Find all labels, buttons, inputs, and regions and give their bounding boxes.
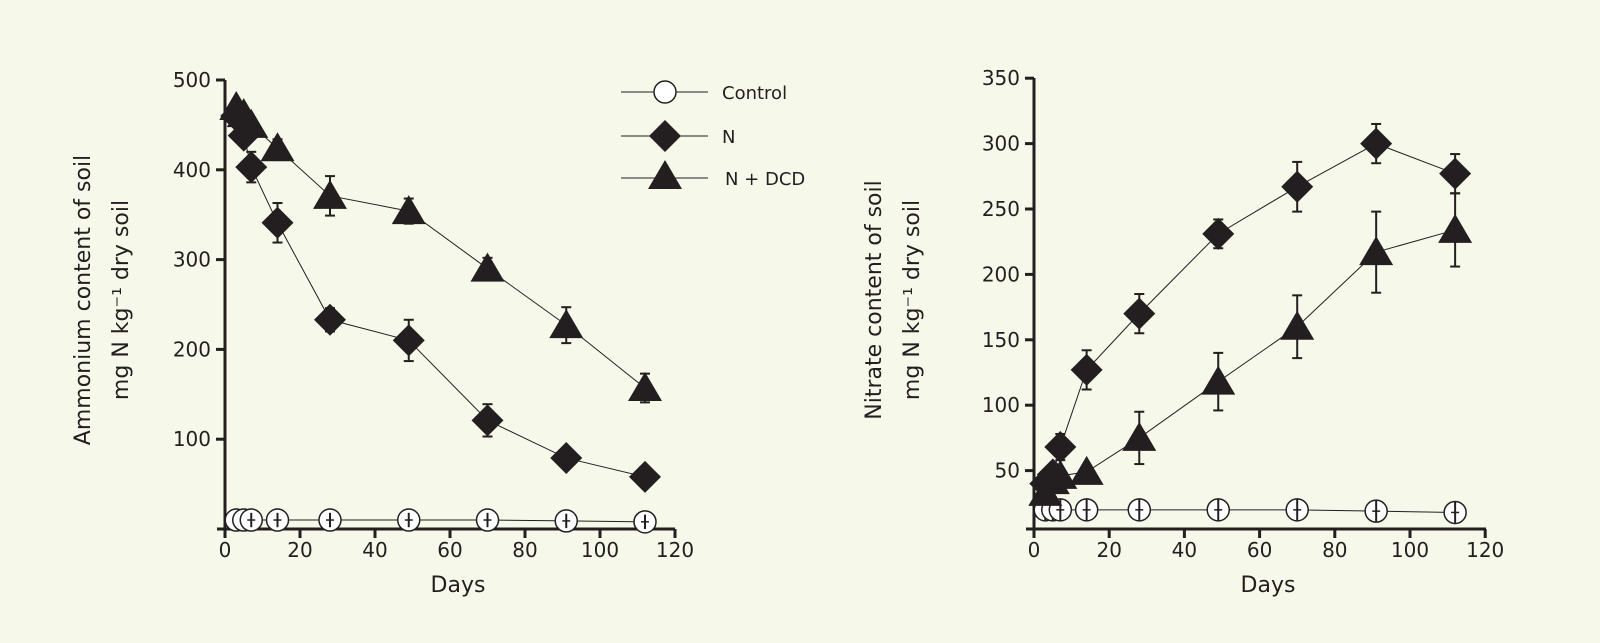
x-tick-label: 20	[287, 538, 312, 562]
y-tick-label: 250	[982, 197, 1020, 221]
x-tick-label: 80	[1322, 538, 1347, 562]
n-marker	[1439, 157, 1472, 190]
series-n-dcd	[219, 90, 662, 404]
n-dcd-marker	[1201, 365, 1236, 395]
legend-label: N	[722, 127, 735, 148]
series-control	[224, 508, 657, 534]
n-dcd-marker	[470, 252, 505, 282]
n-marker	[629, 460, 661, 493]
x-tick-label: 100	[581, 538, 619, 562]
legend-item: N	[621, 120, 735, 152]
n-marker	[1070, 353, 1103, 386]
y-tick-label: 150	[982, 328, 1020, 352]
n-dcd-marker	[234, 108, 269, 138]
n-marker	[550, 442, 583, 475]
x-tick-label: 60	[1247, 538, 1272, 562]
y-tick-label: 100	[173, 427, 211, 451]
n-dcd-marker	[1122, 421, 1157, 451]
n-dcd-marker	[1043, 459, 1078, 489]
y-axis-title: mg N kg⁻¹ dry soil	[900, 200, 925, 400]
x-tick-label: 80	[512, 538, 537, 562]
n-dcd-marker	[549, 309, 584, 339]
y-axis-title: Nitrate content of soil	[862, 180, 887, 419]
x-tick-label: 120	[656, 538, 694, 562]
x-tick-label: 0	[219, 538, 232, 562]
legend-item: N + DCD	[621, 160, 805, 190]
n-marker	[314, 303, 346, 336]
y-tick-label: 350	[982, 66, 1020, 90]
n-marker	[1360, 127, 1393, 160]
n-dcd-marker	[1069, 455, 1104, 485]
n-marker	[1202, 217, 1235, 250]
n-dcd-marker	[628, 372, 662, 402]
y-tick-label: 300	[173, 248, 211, 272]
n-dcd-legend-icon	[648, 160, 682, 189]
n-dcd-marker	[1359, 236, 1394, 266]
ammonium-chart: 0 20 40 60 80 100 120 100 200 300 400 500 Days Ammoni…	[71, 68, 694, 598]
control-legend-icon	[653, 80, 677, 104]
series-n	[220, 99, 661, 493]
n-marker	[471, 404, 504, 437]
series-control	[1033, 498, 1467, 525]
x-tick-label: 20	[1096, 538, 1121, 562]
x-tick-label: 0	[1028, 538, 1041, 562]
series-n-dcd	[1028, 192, 1473, 506]
n-marker	[1123, 297, 1156, 330]
x-tick-label: 40	[362, 538, 387, 562]
legend-label: N + DCD	[725, 169, 805, 190]
legend: Control N N + DCD	[621, 80, 805, 190]
legend-item: Control	[621, 80, 787, 104]
x-tick-label: 60	[437, 538, 462, 562]
n-marker	[235, 151, 268, 184]
n-marker	[392, 324, 425, 357]
x-axis-title: Days	[1241, 573, 1296, 598]
n-dcd-marker	[1280, 310, 1315, 340]
legend-label: Control	[722, 83, 787, 104]
n-legend-icon	[649, 120, 681, 152]
y-tick-label: 500	[173, 68, 211, 92]
y-tick-label: 300	[982, 132, 1020, 156]
n-dcd-marker	[313, 179, 347, 209]
nitrate-chart: 0 20 40 60 80 100 120 50 100 150 200 250 300 350 Days N…	[862, 66, 1504, 598]
y-tick-label: 200	[173, 337, 211, 361]
n-dcd-marker	[260, 132, 295, 162]
y-tick-label: 400	[173, 158, 211, 182]
n-dcd-marker	[1438, 213, 1473, 243]
x-tick-label: 120	[1466, 538, 1504, 562]
n-marker	[1044, 431, 1077, 464]
x-tick-label: 40	[1172, 538, 1197, 562]
y-axis-title: Ammonium content of soil	[71, 155, 96, 445]
y-tick-label: 50	[995, 459, 1020, 483]
n-marker	[1281, 170, 1314, 203]
y-axis-title: mg N kg⁻¹ dry soil	[109, 200, 134, 400]
n-dcd-marker	[391, 195, 426, 225]
x-axis-title: Days	[431, 573, 486, 598]
y-tick-label: 100	[982, 393, 1020, 417]
y-tick-label: 200	[982, 262, 1020, 286]
n-marker	[261, 206, 294, 239]
x-tick-label: 100	[1391, 538, 1429, 562]
